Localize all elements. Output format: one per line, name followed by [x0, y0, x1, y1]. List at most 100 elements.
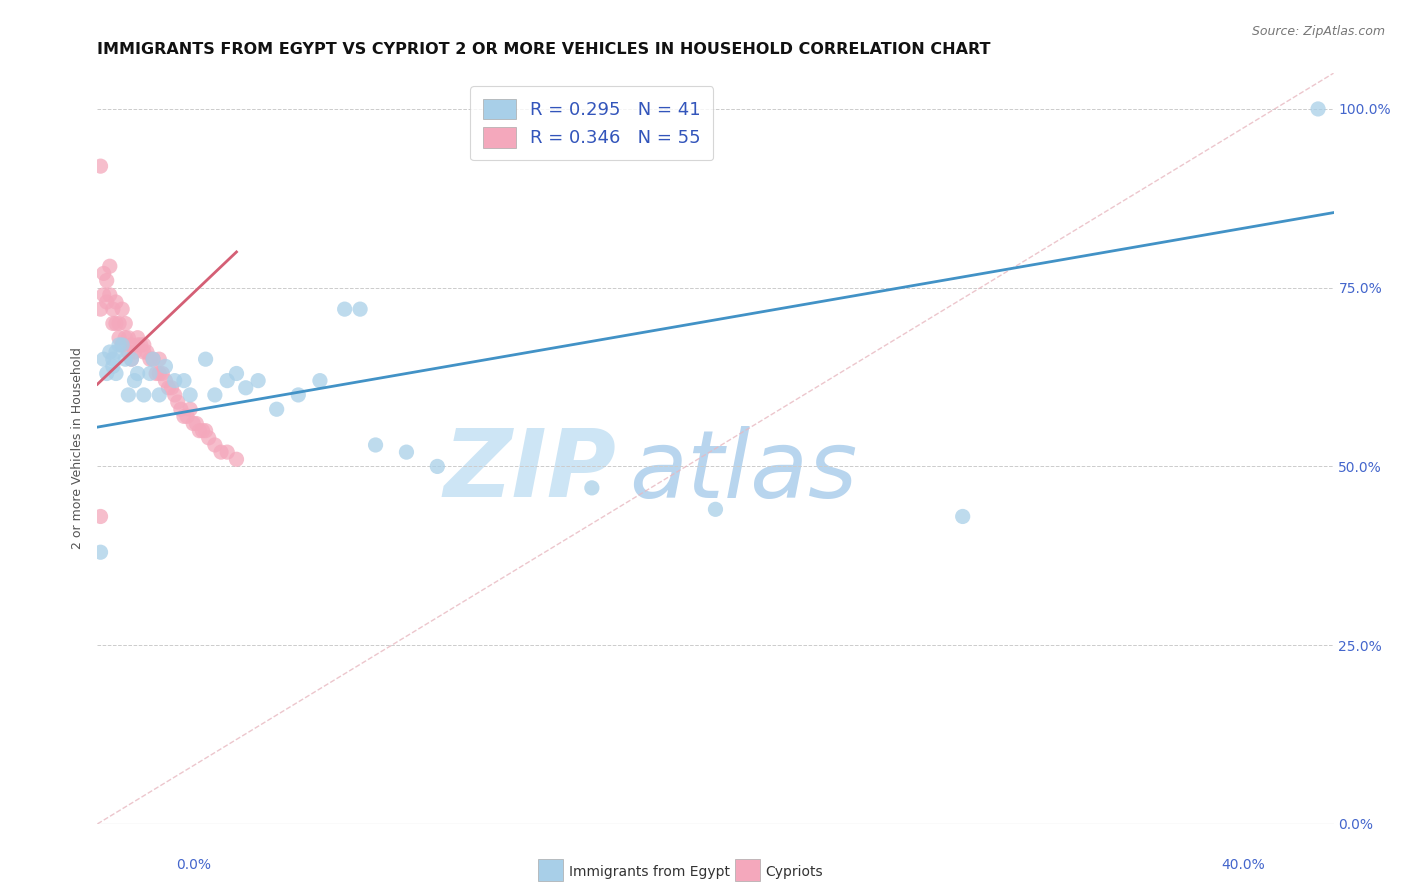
Point	[129, 338, 152, 352]
Point	[209, 445, 232, 459]
Point	[104, 295, 127, 310]
Point	[148, 367, 170, 381]
Point	[132, 388, 155, 402]
Point	[89, 545, 111, 559]
Point	[108, 331, 131, 345]
Point	[93, 288, 115, 302]
Point	[163, 388, 186, 402]
Point	[127, 331, 149, 345]
Text: Immigrants from Egypt: Immigrants from Egypt	[568, 865, 730, 880]
Point	[160, 381, 183, 395]
Y-axis label: 2 or more Vehicles in Household: 2 or more Vehicles in Household	[72, 348, 84, 549]
Point	[188, 424, 211, 438]
Point	[96, 367, 118, 381]
Point	[225, 367, 247, 381]
Point	[155, 374, 177, 388]
Point	[124, 374, 146, 388]
Point	[108, 317, 131, 331]
Point	[98, 259, 121, 273]
Point	[217, 374, 239, 388]
Point	[173, 374, 195, 388]
Point	[191, 424, 214, 438]
Point	[120, 352, 142, 367]
Point	[235, 381, 257, 395]
Text: Cypriots: Cypriots	[765, 865, 823, 880]
Point	[89, 159, 111, 173]
Point	[114, 352, 136, 367]
Point	[176, 409, 198, 424]
Point	[266, 402, 288, 417]
Point	[247, 374, 270, 388]
Point	[104, 317, 127, 331]
Point	[111, 338, 134, 352]
Point	[395, 445, 418, 459]
Point	[104, 345, 127, 359]
Text: 0.0%: 0.0%	[176, 858, 211, 872]
Point	[101, 302, 124, 317]
Legend: R = 0.295   N = 41, R = 0.346   N = 55: R = 0.295 N = 41, R = 0.346 N = 55	[471, 86, 713, 161]
Point	[163, 374, 186, 388]
Point	[98, 345, 121, 359]
Point	[194, 352, 217, 367]
Point	[89, 302, 111, 317]
Text: 40.0%: 40.0%	[1222, 858, 1265, 872]
Point	[364, 438, 387, 452]
Point	[704, 502, 727, 516]
Point	[93, 266, 115, 280]
Point	[108, 338, 131, 352]
Point	[117, 388, 139, 402]
Text: Source: ZipAtlas.com: Source: ZipAtlas.com	[1251, 25, 1385, 38]
Point	[181, 417, 204, 431]
Point	[179, 388, 201, 402]
Point	[333, 302, 356, 317]
Point	[120, 338, 142, 352]
Point	[173, 409, 195, 424]
Point	[155, 359, 177, 374]
Point	[170, 402, 193, 417]
Point	[132, 338, 155, 352]
Point	[157, 381, 180, 395]
Point	[127, 367, 149, 381]
Point	[96, 295, 118, 310]
Point	[132, 345, 155, 359]
Point	[101, 317, 124, 331]
Point	[217, 445, 239, 459]
Point	[120, 352, 142, 367]
Point	[1306, 102, 1329, 116]
Point	[952, 509, 974, 524]
Point	[117, 345, 139, 359]
Text: atlas: atlas	[628, 425, 858, 516]
Point	[142, 352, 165, 367]
Point	[104, 367, 127, 381]
Point	[111, 302, 134, 317]
Point	[93, 352, 115, 367]
Point	[89, 509, 111, 524]
Point	[204, 388, 226, 402]
Point	[225, 452, 247, 467]
Point	[124, 345, 146, 359]
Text: ZIP: ZIP	[444, 425, 617, 517]
Point	[349, 302, 371, 317]
Point	[186, 417, 208, 431]
Point	[114, 317, 136, 331]
Point	[142, 352, 165, 367]
Point	[117, 331, 139, 345]
Point	[96, 274, 118, 288]
Point	[101, 359, 124, 374]
Point	[581, 481, 603, 495]
Point	[111, 338, 134, 352]
Point	[148, 388, 170, 402]
Point	[204, 438, 226, 452]
Point	[145, 367, 167, 381]
Point	[179, 402, 201, 417]
Point	[197, 431, 219, 445]
Point	[166, 395, 188, 409]
Point	[139, 352, 162, 367]
Point	[127, 338, 149, 352]
Point	[114, 331, 136, 345]
Point	[135, 345, 157, 359]
Point	[150, 367, 173, 381]
Point	[148, 352, 170, 367]
Point	[139, 367, 162, 381]
Point	[98, 288, 121, 302]
